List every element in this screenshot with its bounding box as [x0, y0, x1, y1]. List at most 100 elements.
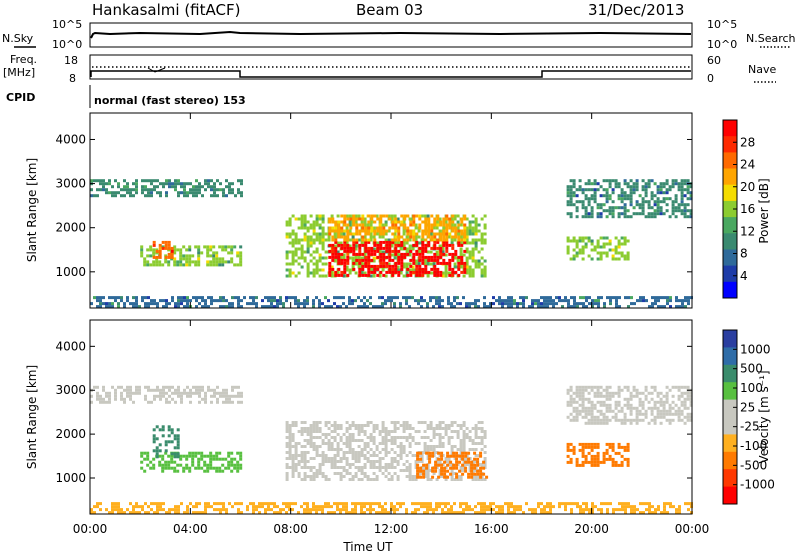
velocity-cell [177, 394, 180, 398]
power-cell [204, 302, 207, 306]
power-cell [361, 223, 365, 227]
power-cell [617, 242, 621, 246]
power-cell [436, 240, 440, 244]
velocity-cell [624, 505, 627, 509]
power-cell [647, 206, 651, 210]
power-cell [324, 262, 328, 266]
velocity-cell [152, 428, 156, 432]
power-colorbar-tick-label: 4 [740, 269, 748, 283]
power-cell [363, 296, 366, 300]
velocity-cell [176, 428, 180, 432]
power-cell [684, 296, 687, 300]
power-cell [321, 214, 325, 218]
power-cell [403, 252, 407, 256]
velocity-cell [185, 463, 189, 467]
power-cell [549, 299, 552, 303]
power-cell [605, 254, 609, 258]
power-cell [420, 214, 424, 218]
power-cell [206, 263, 210, 267]
power-cell [451, 252, 455, 256]
velocity-cell [357, 460, 361, 463]
velocity-cell [129, 394, 132, 398]
power-cell [683, 203, 687, 207]
nave-dip [147, 67, 166, 73]
velocity-cell [309, 433, 313, 436]
velocity-cell [689, 400, 693, 404]
power-cell [615, 299, 618, 303]
power-cell [602, 188, 606, 192]
velocity-cell [381, 457, 385, 460]
power-cell [448, 252, 452, 256]
power-cell [418, 246, 422, 250]
velocity-cell [345, 451, 349, 454]
velocity-cell [683, 385, 687, 389]
power-cell [397, 235, 401, 239]
power-cell [367, 249, 371, 253]
power-cell [147, 188, 150, 192]
velocity-cell [360, 469, 364, 472]
power-cell [555, 302, 558, 306]
velocity-cell [588, 511, 591, 515]
velocity-cell [396, 475, 400, 478]
power-cell [96, 194, 99, 198]
velocity-cell [608, 406, 612, 410]
power-cell [558, 296, 561, 300]
power-cell [354, 220, 358, 224]
power-cell [373, 252, 377, 256]
velocity-cell [396, 478, 400, 481]
power-cell [463, 240, 467, 244]
power-cell [585, 299, 588, 303]
power-cell [403, 255, 407, 259]
power-cell [333, 296, 336, 300]
power-cell [306, 229, 310, 233]
power-cell [618, 305, 621, 309]
power-cell [186, 299, 189, 303]
power-cell [303, 235, 307, 239]
velocity-cell [638, 409, 642, 413]
velocity-cell [648, 502, 651, 506]
power-cell [343, 270, 347, 274]
velocity-cell [173, 466, 177, 470]
power-cell [297, 247, 301, 251]
power-cell [294, 217, 298, 221]
velocity-cell [440, 469, 444, 473]
velocity-cell [123, 511, 126, 515]
power-cell [471, 220, 475, 224]
power-cell [402, 232, 406, 236]
velocity-cell [105, 391, 108, 395]
power-cell [397, 261, 401, 265]
velocity-cell [431, 475, 435, 479]
power-cell [599, 254, 603, 258]
velocity-cell [294, 454, 298, 457]
power-cell [537, 302, 540, 306]
power-cell [663, 296, 666, 300]
power-cell [294, 250, 298, 254]
power-cell [174, 182, 177, 186]
velocity-cell [132, 400, 135, 404]
power-cell [345, 268, 349, 272]
power-cell [312, 238, 316, 242]
velocity-cell [218, 466, 222, 470]
power-cell [209, 248, 213, 252]
power-cell [297, 305, 300, 309]
power-cell [421, 267, 425, 271]
power-cell [492, 296, 495, 300]
power-cell [373, 232, 377, 236]
power-cell [390, 296, 393, 300]
velocity-cell [360, 466, 364, 469]
power-cell [146, 254, 150, 258]
velocity-cell [614, 391, 618, 395]
velocity-cell [470, 466, 474, 470]
velocity-cell [549, 511, 552, 515]
power-cell [451, 214, 455, 218]
power-cell [177, 194, 180, 198]
power-cell [415, 243, 419, 247]
power-cell [303, 256, 307, 260]
velocity-cell [566, 442, 570, 446]
power-cell [572, 248, 576, 252]
velocity-cell [651, 511, 654, 515]
power-cell [285, 223, 289, 227]
velocity-cell [483, 478, 487, 481]
velocity-cell [129, 391, 132, 395]
